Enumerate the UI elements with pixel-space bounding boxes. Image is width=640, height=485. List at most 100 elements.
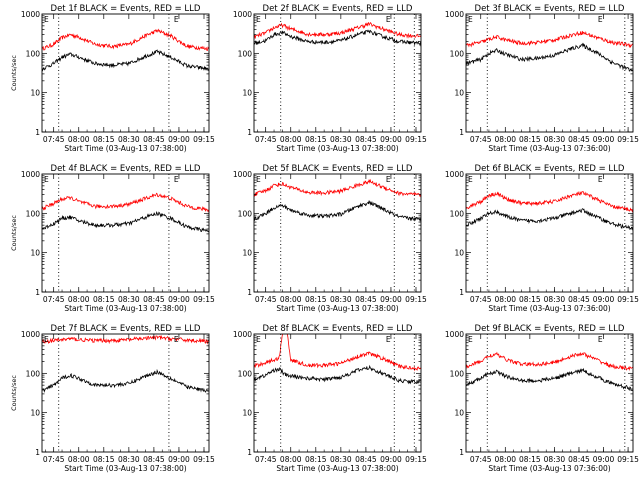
x-tick-label: 07:45	[43, 455, 65, 464]
panel-title: Det 6f BLACK = Events, RED = LLD	[475, 164, 625, 174]
y-tick-label: 1	[35, 128, 40, 137]
x-tick-label: 08:00	[494, 455, 516, 464]
y-tick-label: 100	[26, 49, 41, 58]
x-tick-label: 08:15	[93, 295, 115, 304]
x-axis-label: Start Time (03-Aug-13 07:38:00)	[276, 144, 398, 153]
series-line-black	[466, 42, 633, 72]
plot-frame	[465, 13, 634, 133]
y-tick-label: 1	[35, 448, 40, 457]
x-tick-label: 08:00	[494, 295, 516, 304]
y-tick-label: 10	[454, 409, 464, 418]
x-tick-label: 09:15	[193, 135, 215, 144]
x-tick-label: 08:45	[143, 455, 165, 464]
panel-title: Det 8f BLACK = Events, RED = LLD	[263, 324, 413, 334]
y-tick-label: 1000	[233, 170, 252, 179]
x-tick-label: 07:45	[43, 295, 65, 304]
y-tick-label: 1000	[21, 10, 40, 19]
x-axis-label: Start Time (03-Aug-13 07:38:00)	[64, 144, 186, 153]
series-line-red	[254, 334, 421, 372]
x-tick-label: 07:45	[470, 455, 492, 464]
corner-mark-right: E	[598, 15, 603, 24]
corner-mark-left: E	[44, 335, 49, 344]
detector-panel-3: Det 3f BLACK = Events, RED = LLD 1 10 100 10…	[445, 4, 639, 153]
x-tick-label: 08:45	[355, 455, 377, 464]
y-tick-label: 100	[450, 49, 465, 58]
x-tick-label: 07:45	[255, 455, 277, 464]
panel-title: Det 3f BLACK = Events, RED = LLD	[475, 4, 625, 14]
x-tick-label: 08:45	[143, 135, 165, 144]
x-tick-label: 08:30	[544, 295, 566, 304]
y-tick-label: 100	[238, 369, 253, 378]
x-tick-label: 08:00	[68, 455, 90, 464]
x-tick-label: 09:00	[593, 455, 615, 464]
x-tick-label: 07:45	[470, 135, 492, 144]
x-tick-label: 08:15	[519, 295, 541, 304]
x-tick-label: 09:00	[168, 135, 190, 144]
detector-panel-4: Det 4f BLACK = Events, RED = LLD 1 10 100 10…	[10, 164, 215, 313]
y-tick-label: 1000	[445, 170, 464, 179]
plot-frame	[253, 173, 422, 293]
y-tick-label: 1000	[445, 10, 464, 19]
corner-mark-left: E	[468, 175, 473, 184]
series-line-red	[254, 22, 421, 39]
series-group	[466, 351, 633, 392]
x-axis-label: Start Time (03-Aug-13 07:36:00)	[488, 464, 610, 473]
panel-title: Det 1f BLACK = Events, RED = LLD	[51, 4, 201, 14]
x-tick-label: 08:30	[544, 135, 566, 144]
plot-frame	[41, 173, 210, 293]
y-tick-label: 1	[247, 448, 252, 457]
x-tick-label: 07:45	[255, 295, 277, 304]
x-tick-label: 08:30	[330, 455, 352, 464]
x-tick-label: 08:00	[280, 455, 302, 464]
x-axis-label: Start Time (03-Aug-13 07:38:00)	[276, 464, 398, 473]
y-tick-label: 10	[454, 89, 464, 98]
x-tick-label: 08:15	[305, 295, 327, 304]
x-tick-label: 08:45	[355, 135, 377, 144]
detector-panel-8: Det 8f BLACK = Events, RED = LLD 1 10 100 10…	[233, 324, 427, 473]
x-tick-label: 08:30	[118, 295, 140, 304]
y-tick-label: 100	[26, 369, 41, 378]
series-line-black	[466, 208, 633, 231]
corner-mark-left: E	[468, 335, 473, 344]
x-tick-label: 08:45	[143, 295, 165, 304]
x-tick-label: 08:15	[519, 455, 541, 464]
panel-title: Det 5f BLACK = Events, RED = LLD	[263, 164, 413, 174]
x-tick-label: 08:30	[544, 455, 566, 464]
x-tick-label: 09:15	[617, 135, 639, 144]
series-group	[42, 192, 209, 233]
x-tick-label: 09:15	[617, 295, 639, 304]
x-tick-label: 08:00	[68, 135, 90, 144]
detector-panel-7: Det 7f BLACK = Events, RED = LLD 1 10 100 10…	[10, 324, 215, 473]
plot-frame	[253, 333, 422, 453]
corner-mark-left: E	[256, 175, 261, 184]
y-tick-label: 1	[247, 288, 252, 297]
plot-frame	[253, 13, 422, 133]
x-tick-label: 09:00	[168, 455, 190, 464]
x-tick-label: 08:45	[568, 455, 590, 464]
detector-panel-1: Det 1f BLACK = Events, RED = LLD 1 10 100 10…	[10, 4, 215, 153]
series-line-black	[466, 367, 633, 392]
y-tick-label: 1000	[21, 330, 40, 339]
x-tick-label: 09:00	[380, 295, 402, 304]
y-tick-label: 100	[238, 209, 253, 218]
x-tick-label: 08:30	[330, 135, 352, 144]
series-line-red	[42, 334, 209, 345]
panel-title: Det 4f BLACK = Events, RED = LLD	[51, 164, 201, 174]
series-line-red	[42, 28, 209, 52]
y-tick-label: 100	[238, 49, 253, 58]
x-axis-label: Start Time (03-Aug-13 07:36:00)	[488, 304, 610, 313]
x-tick-label: 08:30	[330, 295, 352, 304]
corner-mark-left: E	[468, 15, 473, 24]
x-tick-label: 08:15	[305, 135, 327, 144]
y-tick-label: 1	[459, 448, 464, 457]
x-tick-label: 07:45	[255, 135, 277, 144]
detector-panel-6: Det 6f BLACK = Events, RED = LLD 1 10 100 10…	[445, 164, 639, 313]
x-tick-label: 09:15	[617, 455, 639, 464]
x-tick-label: 09:15	[405, 295, 427, 304]
series-line-red	[254, 178, 421, 198]
corner-mark-left: E	[256, 15, 261, 24]
x-tick-label: 08:45	[568, 135, 590, 144]
y-tick-label: 1000	[233, 330, 252, 339]
x-tick-label: 08:45	[355, 295, 377, 304]
